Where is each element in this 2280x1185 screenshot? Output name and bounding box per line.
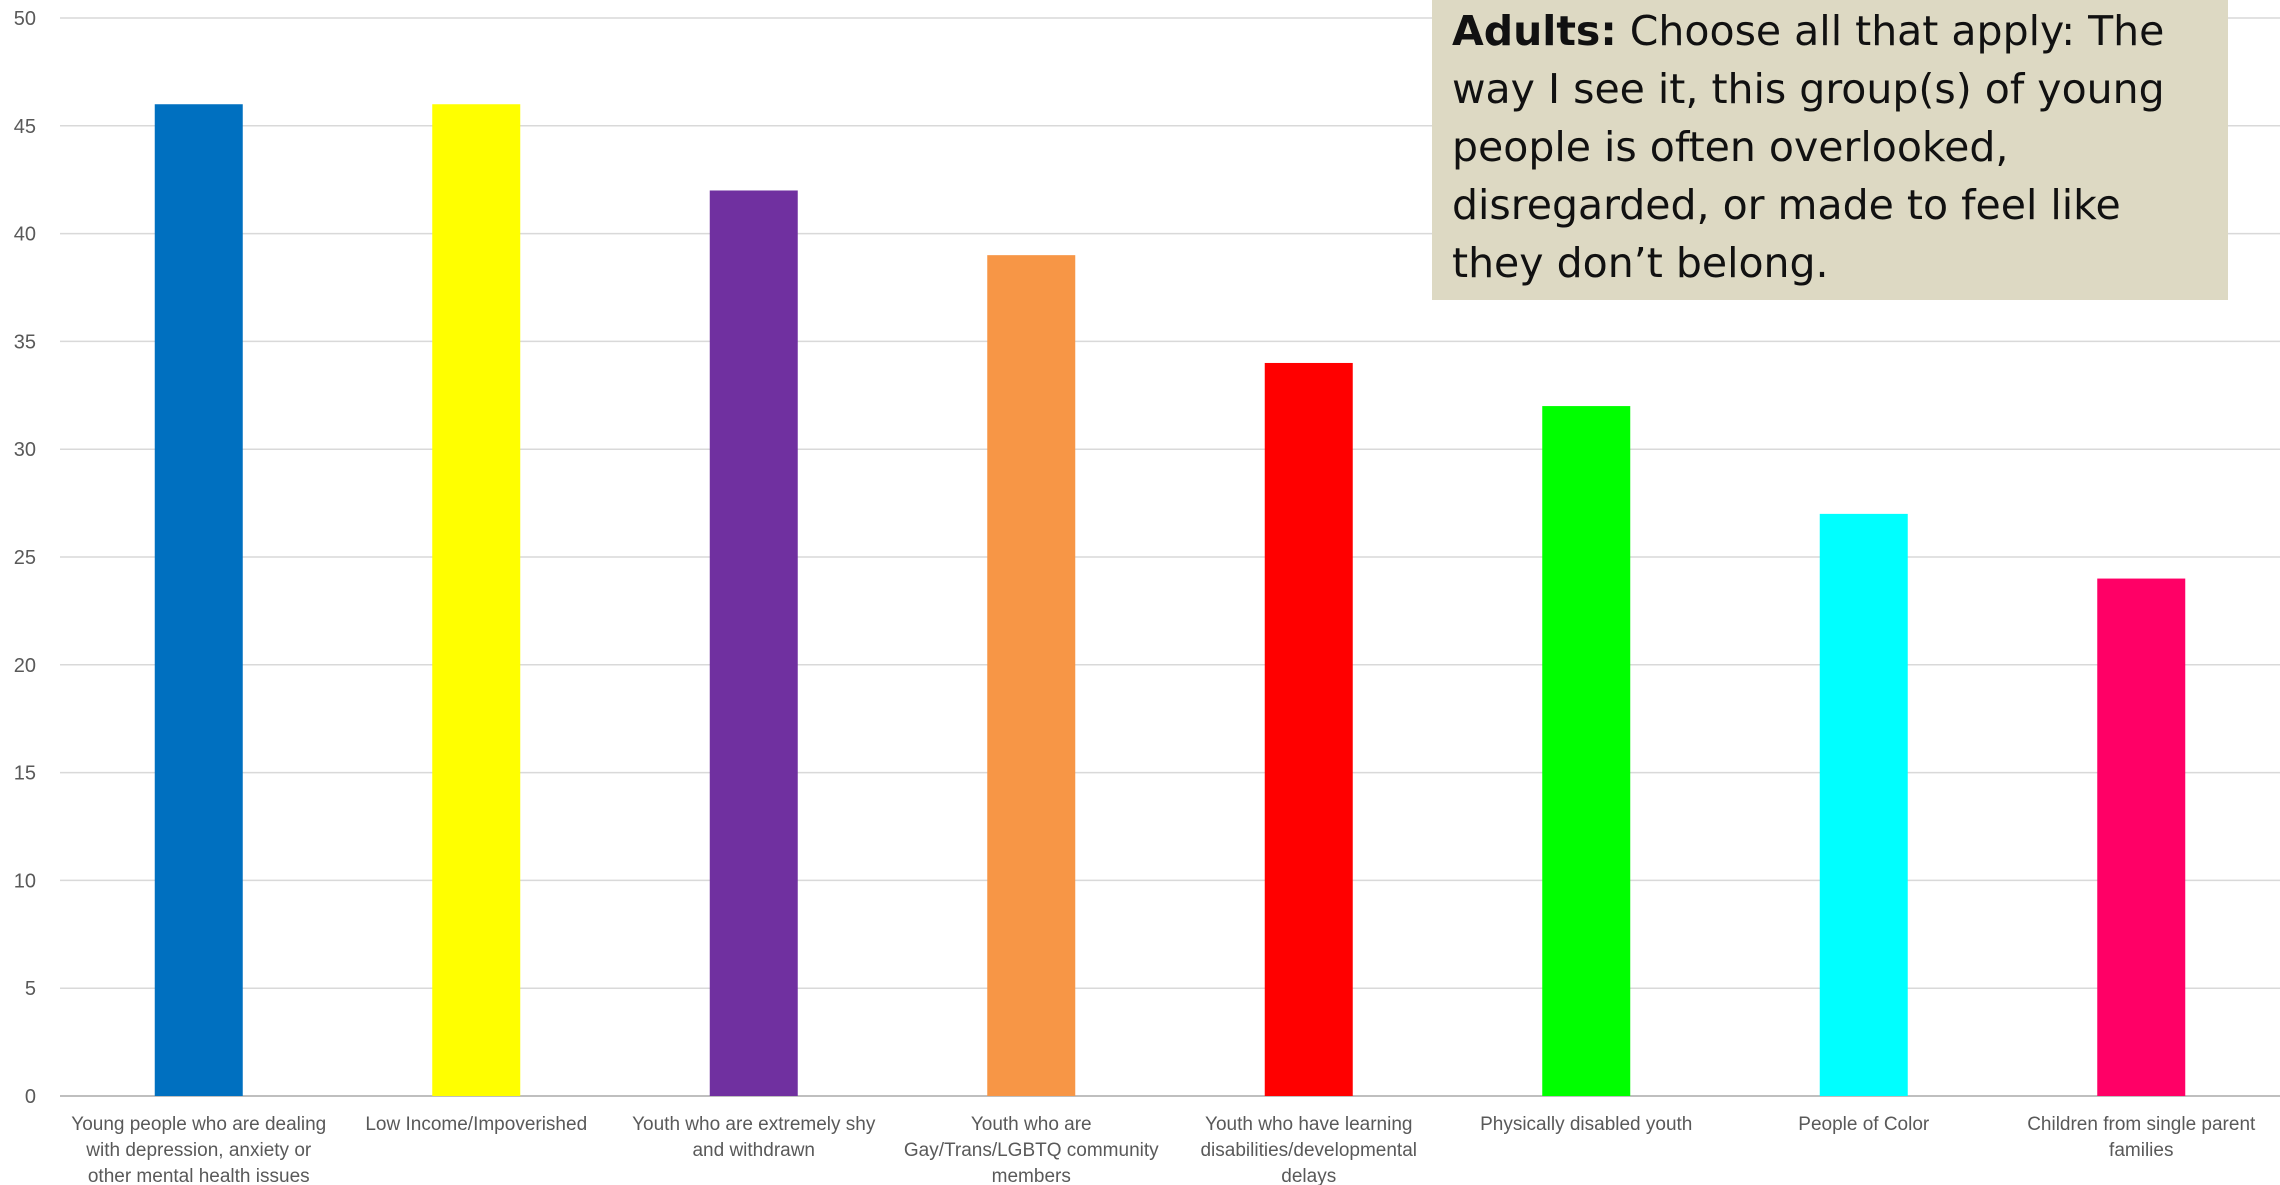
x-category-label-line: Youth who are extremely shy (632, 1114, 876, 1135)
bar-5 (1264, 362, 1353, 1097)
y-tick-label: 0 (25, 1086, 36, 1108)
x-category-label-line: People of Color (1798, 1114, 1930, 1135)
bar-4 (987, 255, 1076, 1096)
x-category-label: Young people who are dealing with depress… (71, 1114, 326, 1185)
y-tick-label: 50 (14, 8, 36, 30)
y-tick-label: 20 (14, 655, 36, 677)
y-tick-label: 35 (14, 331, 36, 353)
x-category-label-line: families (2109, 1140, 2173, 1161)
x-category-label-line: with depression, anxiety or (85, 1140, 312, 1161)
bars (154, 104, 2186, 1097)
x-category-label: Children from single parent families (2027, 1114, 2256, 1161)
x-category-label-line: Children from single parent (2027, 1114, 2256, 1135)
x-category-label: People of Color (1798, 1114, 1930, 1135)
x-category-label-line: Youth who have learning (1205, 1114, 1412, 1135)
x-category-label-line: Youth who are (971, 1114, 1092, 1135)
bar-3 (709, 190, 798, 1097)
y-axis-tick-labels: 0 5 10 15 20 25 30 35 40 45 50 (14, 8, 36, 1108)
y-tick-label: 15 (14, 763, 36, 785)
chart-title-text: Choose all that apply: The way I see it,… (1452, 7, 2165, 287)
x-category-label-line: other mental health issues (88, 1166, 310, 1185)
x-category-label: Youth who are Gay/Trans/LGBTQ community me… (904, 1114, 1159, 1185)
x-category-label: Low Income/Impoverished (365, 1114, 587, 1135)
x-category-label-line: Low Income/Impoverished (365, 1114, 587, 1135)
x-category-label-line: Physically disabled youth (1480, 1114, 1692, 1135)
bar-2 (432, 104, 521, 1097)
bar-6 (1542, 406, 1631, 1097)
y-tick-label: 25 (14, 547, 36, 569)
chart-title-prefix: Adults: (1452, 7, 1617, 55)
x-category-label: Physically disabled youth (1480, 1114, 1692, 1135)
x-axis-category-labels: Young people who are dealing with depress… (71, 1114, 2256, 1185)
bar-8 (2097, 578, 2186, 1096)
x-category-label-line: Gay/Trans/LGBTQ community (904, 1140, 1159, 1161)
bar-1 (154, 104, 243, 1097)
x-category-label-line: Young people who are dealing (71, 1114, 326, 1135)
y-tick-label: 5 (25, 978, 36, 1000)
x-category-label-line: and withdrawn (692, 1140, 815, 1161)
chart-title-box: Adults: Choose all that apply: The way I… (1432, 0, 2228, 300)
x-category-label-line: delays (1281, 1166, 1336, 1185)
x-category-label: Youth who have learning disabilities/deve… (1200, 1114, 1417, 1185)
y-tick-label: 30 (14, 439, 36, 461)
y-tick-label: 10 (14, 870, 36, 892)
bar-7 (1819, 513, 1908, 1096)
x-category-label-line: disabilities/developmental (1200, 1140, 1417, 1161)
y-tick-label: 40 (14, 224, 36, 246)
x-category-label: Youth who are extremely shy and withdrawn (632, 1114, 876, 1161)
y-tick-label: 45 (14, 116, 36, 138)
x-category-label-line: members (992, 1166, 1071, 1185)
